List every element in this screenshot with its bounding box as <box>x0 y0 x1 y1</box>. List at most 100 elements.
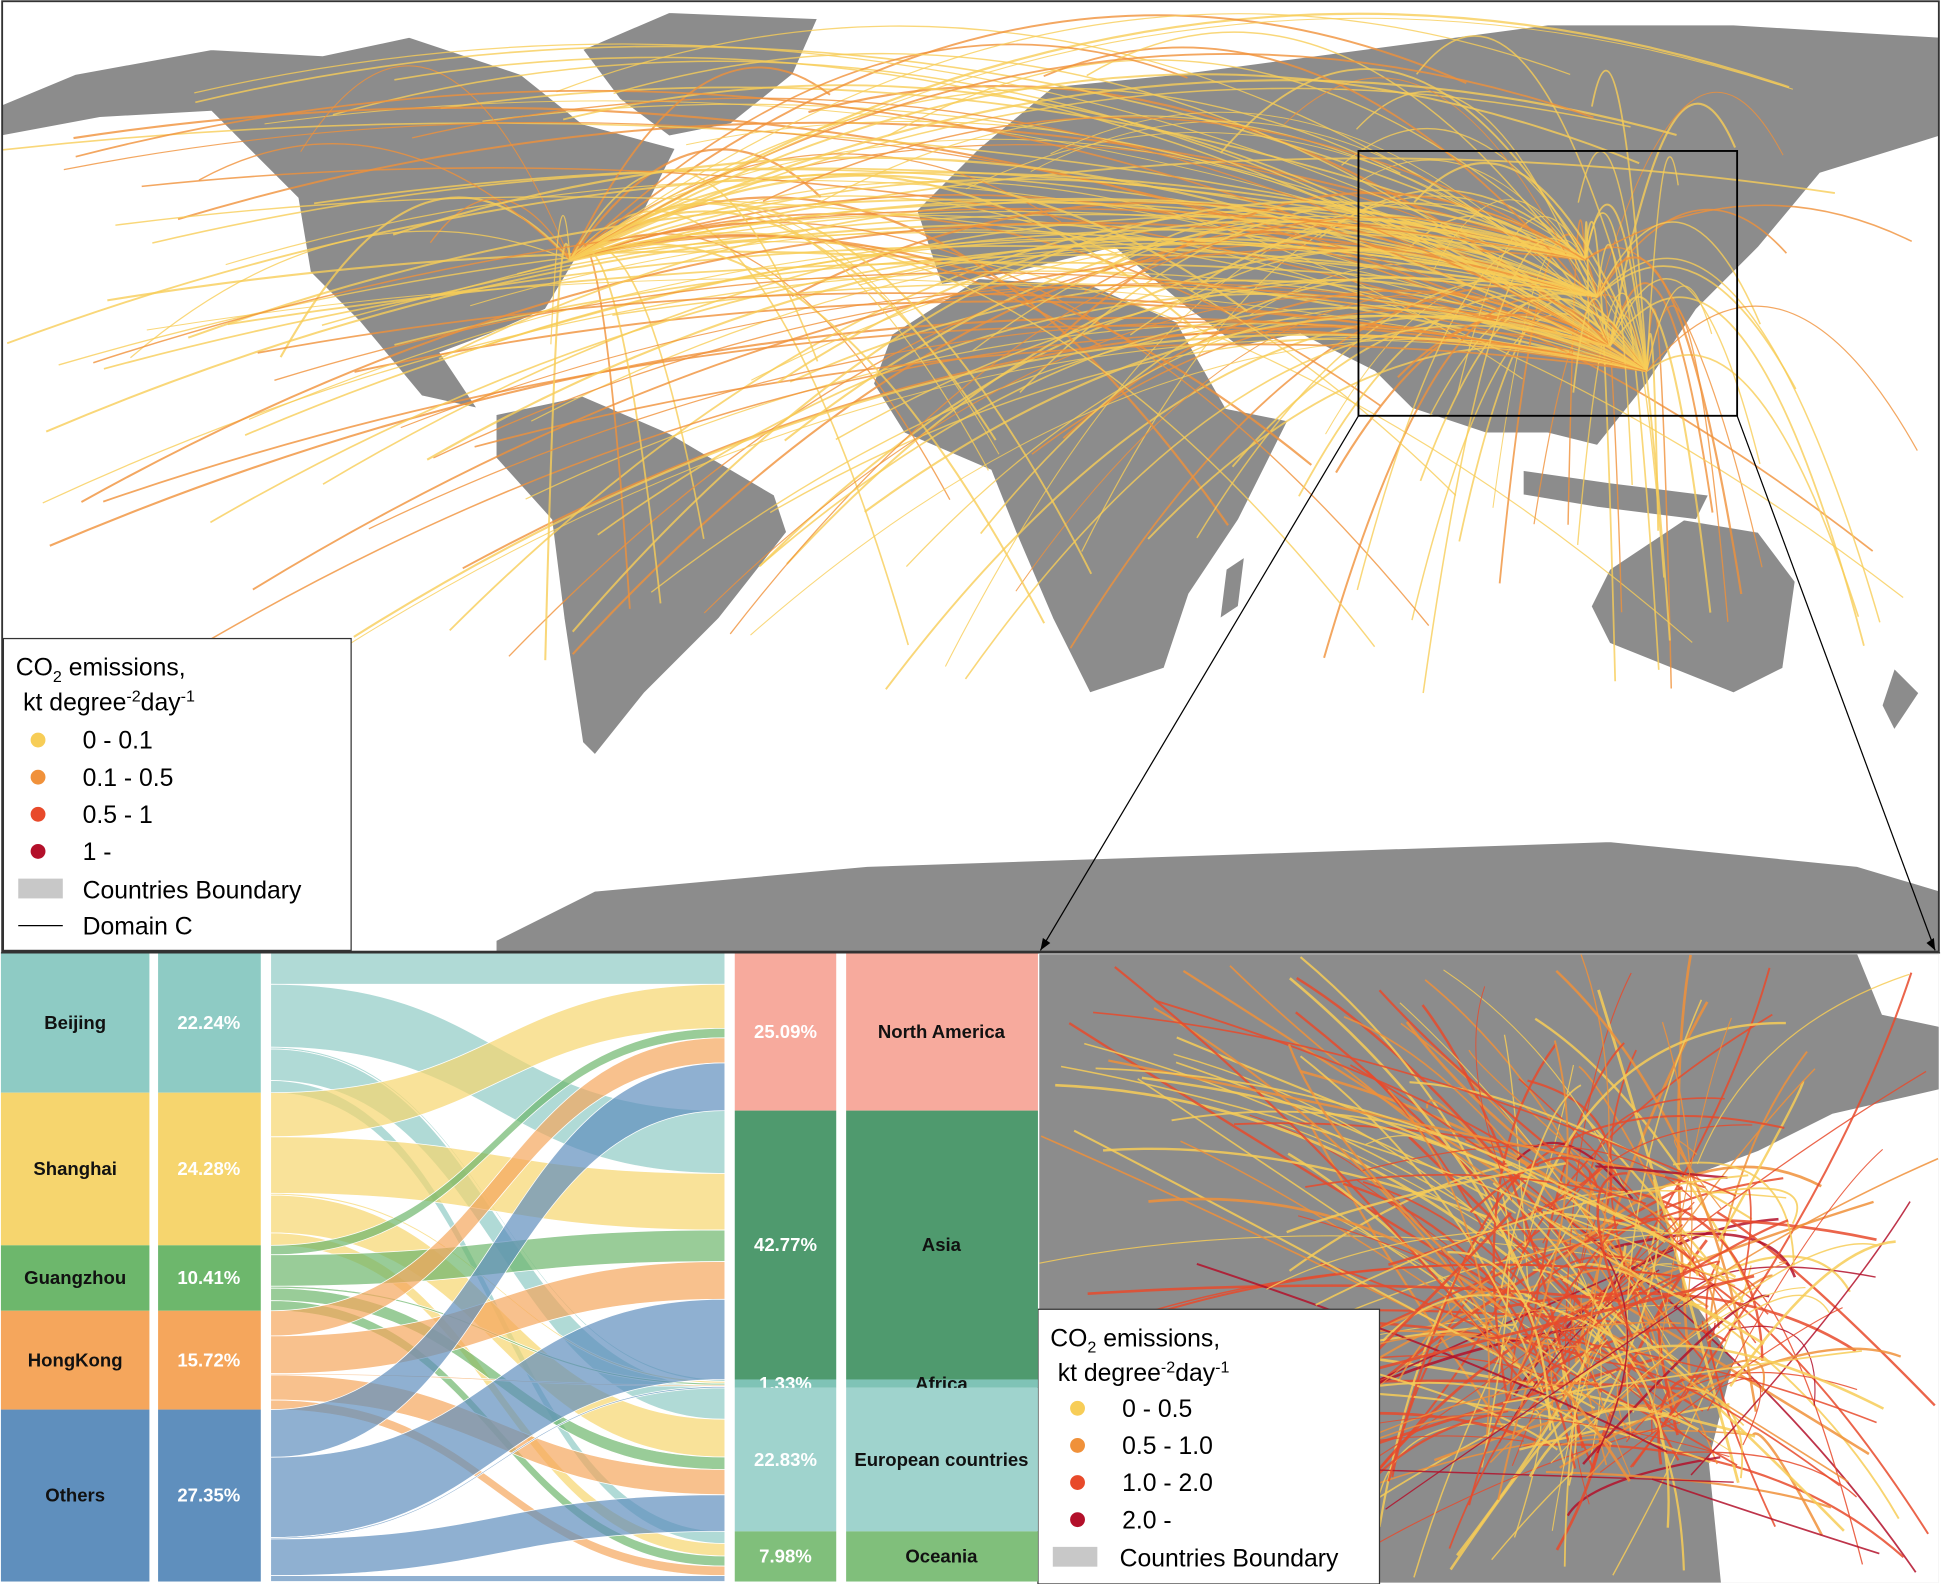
legend-label: 0.1 - 0.5 <box>83 765 174 792</box>
route <box>1661 1021 1693 1308</box>
zoom-line <box>1039 415 1359 951</box>
route <box>758 306 1648 568</box>
route <box>1550 1287 1806 1464</box>
route <box>6 171 1586 345</box>
route <box>1550 1190 1787 1203</box>
route <box>569 169 819 362</box>
route <box>686 120 1648 372</box>
legend-label: 0.5 - 1 <box>83 802 153 829</box>
route <box>750 338 1647 636</box>
route <box>244 228 1586 436</box>
route <box>1707 1294 1830 1342</box>
boundary-swatch <box>18 878 63 899</box>
route <box>1298 1215 1712 1443</box>
route <box>1378 989 1695 1262</box>
route <box>1596 221 1761 325</box>
legend-title: CO2 emissions, <box>16 655 186 686</box>
route <box>1422 237 1599 694</box>
route <box>1616 1219 1789 1316</box>
route <box>777 220 1598 384</box>
map-legend: CO2 emissions, kt degree-2day-1 Countrie… <box>2 637 352 952</box>
legend-unit-part: kt degree <box>23 689 126 716</box>
route <box>1608 102 1737 347</box>
route <box>248 237 1598 420</box>
route <box>569 14 1467 261</box>
source-node <box>0 1310 150 1410</box>
route <box>194 43 1598 298</box>
route <box>1447 1251 1552 1431</box>
route <box>1715 1377 1762 1446</box>
source-node <box>0 952 150 1093</box>
source-percent: 27.35% <box>177 1485 240 1506</box>
legend-label: 1 - <box>83 839 112 866</box>
route <box>300 65 571 261</box>
route <box>1564 972 1632 1357</box>
route <box>1155 1000 1540 1167</box>
route <box>394 56 1648 372</box>
route <box>1362 1181 1603 1393</box>
route <box>1497 1311 1564 1501</box>
legend-marker <box>30 843 46 859</box>
flow <box>270 1386 726 1540</box>
legend-title-part: 2 <box>53 668 62 686</box>
target-node <box>846 1531 1038 1582</box>
route <box>1060 1065 1736 1287</box>
route <box>1296 977 1630 1331</box>
target-label: Asia <box>922 1234 962 1255</box>
route <box>1408 1135 1658 1382</box>
source-bar <box>158 1092 261 1246</box>
zoom-line <box>1736 415 1936 951</box>
route <box>1489 1157 1939 1464</box>
route <box>1551 1338 1608 1531</box>
route <box>1562 1390 1631 1482</box>
route <box>295 338 1647 679</box>
route <box>1610 1186 1764 1362</box>
route <box>703 294 1610 614</box>
route <box>864 314 1610 513</box>
route <box>1574 1344 1885 1410</box>
flow <box>270 952 726 985</box>
target-percent: 7.98% <box>759 1546 812 1567</box>
route <box>1189 226 1611 348</box>
route <box>1310 1125 1509 1435</box>
route <box>332 60 1648 372</box>
route <box>1300 1070 1566 1190</box>
route <box>1582 1294 1770 1465</box>
route <box>569 232 1376 648</box>
route <box>1701 1243 1878 1328</box>
route <box>146 277 1647 372</box>
route <box>1505 1345 1590 1386</box>
route <box>1491 1268 1577 1486</box>
route <box>1529 1021 1786 1219</box>
route <box>1180 1140 1641 1436</box>
route <box>1563 1244 1637 1567</box>
route <box>1538 1211 1718 1319</box>
route <box>1591 69 1648 372</box>
route <box>1148 1197 1513 1319</box>
route <box>1572 298 1611 393</box>
route <box>1686 1386 1743 1479</box>
route <box>1597 989 1740 1484</box>
source-percent: 24.28% <box>177 1158 240 1179</box>
legend-title-part: emissions, <box>1096 1325 1220 1352</box>
route <box>762 116 1586 261</box>
route <box>257 292 1647 373</box>
target-label: European countries <box>854 1449 1028 1470</box>
legend-label: 0.5 - 1.0 <box>1122 1433 1213 1460</box>
source-bar <box>158 1245 261 1311</box>
route <box>1141 1076 1737 1279</box>
route <box>1266 1228 1716 1290</box>
route <box>613 52 1611 348</box>
route <box>1357 159 1648 372</box>
target-bar <box>734 1110 837 1380</box>
route <box>569 13 1571 261</box>
route <box>195 45 1586 261</box>
legend-unit-part: day <box>141 689 182 716</box>
legend-marker <box>1070 1475 1085 1490</box>
route <box>1672 1161 1795 1266</box>
legend-label: Countries Boundary <box>1120 1546 1339 1573</box>
arrow-head <box>1040 938 1051 951</box>
source-label: Others <box>45 1485 105 1506</box>
legend-unit-part: -1 <box>1215 1358 1229 1376</box>
